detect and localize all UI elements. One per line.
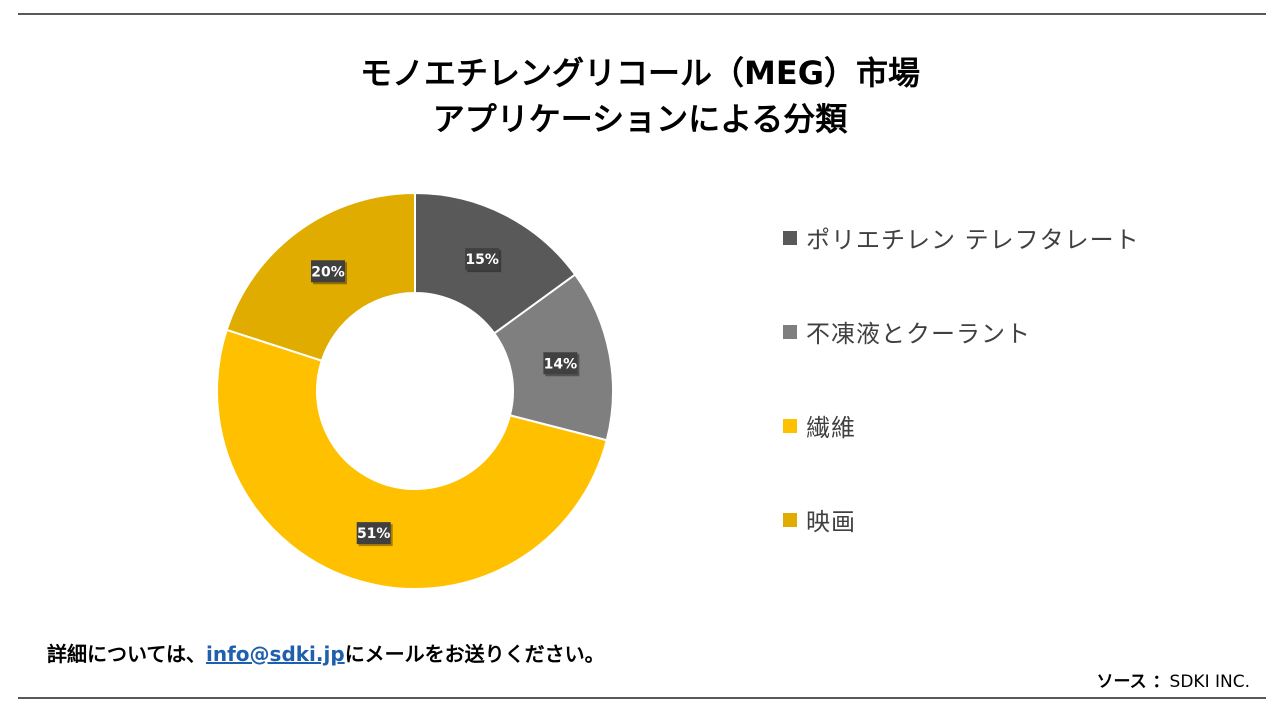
legend-item-pet: ポリエチレン テレフタレート — [783, 220, 1140, 255]
donut-slice-fiber — [216, 328, 608, 590]
legend-label-pet: ポリエチレン テレフタレート — [806, 226, 1140, 254]
data-label-fiber: 51% — [356, 522, 393, 547]
contact-email-link[interactable]: info@sdki.jp — [206, 642, 345, 666]
data-label-box — [356, 522, 391, 545]
legend-swatch-film — [783, 512, 797, 527]
legend-label-film: 映画 — [806, 508, 856, 536]
chart-title-line1: モノエチレングリコール（MEG）市場 — [360, 54, 920, 92]
legend-swatch-pet — [783, 230, 797, 245]
data-label-antifreeze: 14% — [543, 352, 580, 377]
legend-label-antifreeze: 不凍液とクーラント — [806, 320, 1031, 348]
legend-item-film: 映画 — [783, 502, 856, 537]
legend-swatch-antifreeze — [783, 324, 797, 339]
bottom-rule — [18, 697, 1266, 699]
data-label-pet: 15% — [465, 248, 502, 273]
data-label-film: 20% — [311, 260, 348, 285]
source-value: SDKI INC. — [1169, 672, 1250, 692]
legend-swatch-fiber — [783, 418, 797, 433]
data-label-text: 51% — [357, 526, 391, 542]
data-label-box — [543, 352, 578, 375]
chart-title-line2: アプリケーションによる分類 — [432, 100, 848, 138]
legend-label-fiber: 繊維 — [806, 414, 856, 442]
contact-prefix: 詳細については、 — [47, 642, 206, 666]
donut-chart: 15% 14% 51% 20% — [216, 191, 614, 590]
source-credit: ソース ：SDKI INC. — [1096, 667, 1250, 692]
source-label: ソース ： — [1096, 672, 1170, 692]
data-label-box — [311, 260, 346, 283]
data-label-text: 20% — [311, 264, 345, 280]
legend-item-fiber: 繊維 — [783, 408, 856, 443]
legend-item-antifreeze: 不凍液とクーラント — [783, 314, 1031, 349]
data-label-text: 15% — [465, 252, 499, 268]
top-rule — [18, 13, 1266, 15]
contact-suffix: にメールをお送りください。 — [344, 642, 605, 666]
data-label-text: 14% — [544, 356, 578, 372]
chart-title: モノエチレングリコール（MEG）市場 アプリケーションによる分類 — [0, 50, 1280, 142]
contact-note: 詳細については、info@sdki.jpにメールをお送りください。 — [47, 638, 605, 667]
data-label-box — [465, 248, 500, 271]
